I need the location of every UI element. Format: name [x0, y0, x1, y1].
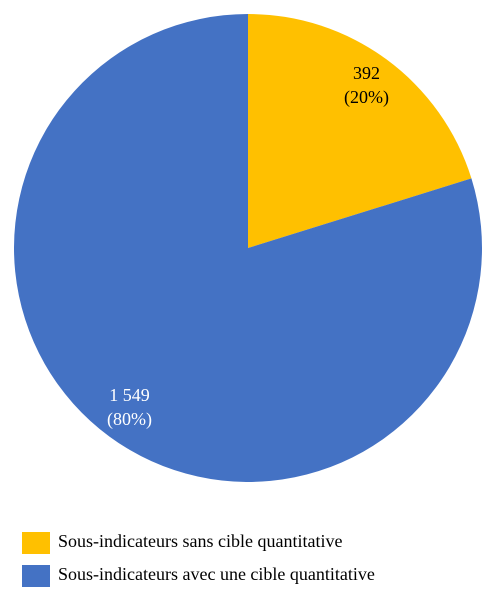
percent-label: (20%): [344, 87, 389, 108]
value-label: 1 549: [109, 385, 150, 405]
pie-slice: [248, 14, 472, 248]
legend-label: Sous-indicateurs avec une cible quantita…: [58, 564, 375, 584]
value-label: 392: [353, 63, 380, 83]
pie-slice: [13, 14, 482, 482]
legend-swatch: [22, 565, 50, 587]
legend-label: Sous-indicateurs sans cible quantitative: [58, 531, 342, 551]
percent-label: (80%): [107, 409, 152, 430]
legend-swatch: [22, 532, 50, 554]
